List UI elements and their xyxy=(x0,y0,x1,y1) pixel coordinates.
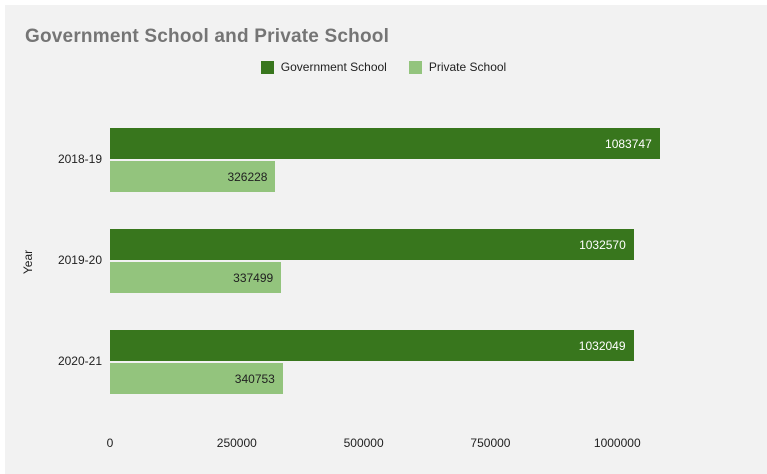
legend-item: Private School xyxy=(408,60,507,74)
legend-item: Government School xyxy=(260,60,387,74)
government-school-bar: 1032049 xyxy=(110,330,634,361)
bar-value-label: 1083747 xyxy=(605,136,652,151)
bar-value-label: 1032570 xyxy=(579,237,626,252)
x-axis-tick-label: 750000 xyxy=(470,436,511,450)
bar-value-label: 1032049 xyxy=(578,338,626,353)
category-label: 2018-19 xyxy=(57,152,102,166)
bar-value-label: 337499 xyxy=(233,270,274,285)
category-label: 2020-21 xyxy=(57,354,102,368)
bar-value-label: 326228 xyxy=(227,169,268,184)
category-label: 2019-20 xyxy=(57,253,102,267)
private-school-bar: 326228 xyxy=(110,161,276,192)
private-school-bar: 340753 xyxy=(110,363,283,394)
plot-area: 2018-19 1083747 326228 2019-20 1032570 3… xyxy=(58,128,668,394)
bar-value-label: 340753 xyxy=(234,371,275,386)
private-school-bar: 337499 xyxy=(110,262,282,293)
bar-group: 2020-21 1032049 340753 xyxy=(58,330,668,394)
government-school-bar: 1083747 xyxy=(110,128,660,159)
x-axis-tick-label: 250000 xyxy=(216,436,257,450)
bar-group: 2018-19 1083747 326228 xyxy=(58,128,668,192)
government-school-bar: 1032570 xyxy=(110,229,634,260)
legend-swatch-icon xyxy=(260,60,274,74)
legend-swatch-icon xyxy=(408,60,422,74)
bar-group: 2019-20 1032570 337499 xyxy=(58,229,668,293)
legend: Government School Private School xyxy=(0,60,767,74)
x-axis-tick-label: 500000 xyxy=(343,436,384,450)
legend-label: Government School xyxy=(280,60,387,74)
x-axis-tick-label: 0 xyxy=(106,436,114,450)
chart-title: Government School and Private School xyxy=(25,26,390,47)
x-axis: 0 250000 500000 750000 1000000 xyxy=(106,436,668,452)
x-axis-tick-label: 1000000 xyxy=(593,436,641,450)
legend-label: Private School xyxy=(428,60,507,74)
